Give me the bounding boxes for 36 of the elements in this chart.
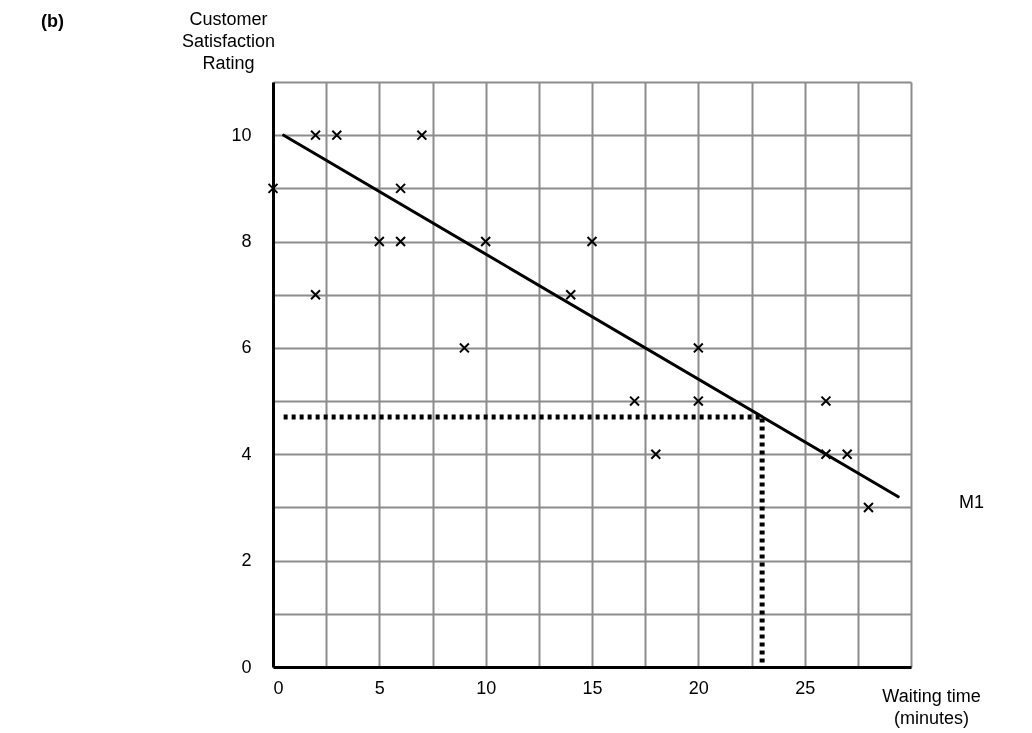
y-axis-title: Customer Satisfaction Rating (181, 8, 276, 73)
point (565, 289, 577, 301)
point (395, 182, 407, 194)
point (862, 501, 874, 513)
point (841, 448, 853, 460)
y-tick-label: 0 (241, 656, 252, 677)
point (650, 448, 662, 460)
point (692, 342, 704, 354)
y-tick-label: 6 (241, 337, 252, 358)
y-tick-label: 10 (231, 124, 252, 145)
y-tick-label: 8 (241, 231, 252, 252)
point (820, 448, 832, 460)
y-tick-label: 4 (241, 443, 252, 464)
point (480, 236, 492, 248)
x-tick-label: 15 (582, 677, 603, 698)
y-tick-label: 2 (241, 550, 252, 571)
x-tick-label: 20 (688, 677, 709, 698)
point (586, 236, 598, 248)
point (331, 129, 343, 141)
point (310, 129, 322, 141)
point (373, 236, 385, 248)
point (310, 289, 322, 301)
point (267, 182, 279, 194)
point (458, 342, 470, 354)
point (395, 236, 407, 248)
point (820, 395, 832, 407)
x-axis-title: Waiting time (minutes) (882, 685, 981, 728)
x-tick-label: 25 (795, 677, 816, 698)
x-tick-label: 5 (374, 677, 385, 698)
point (692, 395, 704, 407)
x-tick-label: 0 (273, 677, 284, 698)
text: M1 (959, 492, 985, 513)
text: (b) (41, 11, 64, 31)
point (416, 129, 428, 141)
x-tick-label: 10 (476, 677, 497, 698)
point (629, 395, 641, 407)
